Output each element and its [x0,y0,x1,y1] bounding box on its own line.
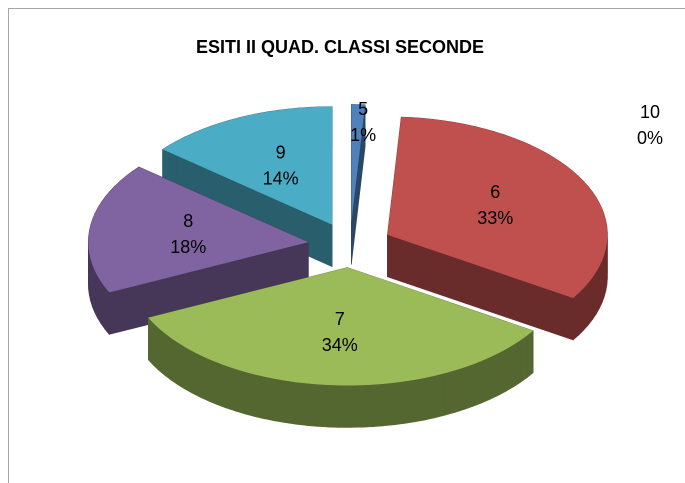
slice-side [578,287,585,336]
slice-side [208,358,218,405]
slice-label-value: 34% [322,335,358,355]
slice-side [520,334,528,383]
slice-side [327,384,340,428]
slice-top [387,117,608,299]
slice-side [583,281,589,331]
slice-side [254,374,265,420]
slice-label-category: 9 [276,143,286,163]
slice-label-category: 10 [640,102,660,122]
slice-side [481,356,491,404]
slice-side [244,371,255,417]
slice-top [88,166,309,293]
slice-side [360,384,373,428]
slice-side [424,375,436,421]
slice-side [526,330,534,379]
slice-side [599,260,603,309]
chart-title: ESITI II QUAD. CLASSI SECONDE [196,37,484,57]
slice-side [264,376,276,422]
slice-side [454,367,465,413]
slice-side [382,382,394,427]
slice-top [162,106,333,225]
slice-label-value: 0% [637,128,663,148]
slice-label-category: 6 [490,182,500,202]
slice-side [513,339,521,388]
slice-label-category: 8 [183,211,193,231]
slice-side [94,270,98,319]
slice-side [505,344,514,392]
slice-side [184,346,193,394]
slice-side [588,276,593,326]
slice-side [306,383,318,427]
slice-label-category: 5 [358,99,368,119]
slice-side [498,348,507,396]
slice-side [274,378,286,424]
slice-side [463,363,474,410]
labels: 5 1% 6 33% 7 34% 8 18% 9 14% 10 0% [170,99,663,355]
slice-side [338,385,351,428]
slice-label-category: 7 [335,309,345,329]
slice-top [351,104,366,223]
slice-side [444,370,455,416]
slice-side [225,365,236,412]
slice-side [596,265,600,315]
chart-border [8,8,685,483]
slice-side [592,270,597,321]
slice-label-value: 1% [350,125,376,145]
slice-side [414,377,426,423]
slice-label-value: 33% [477,208,513,228]
slice-side [349,384,362,428]
slice-side [601,254,605,303]
slice-side [191,350,201,398]
slice-side [472,360,483,407]
slice-label-value: 14% [263,169,299,189]
slice-side [199,354,209,402]
slice-side [104,286,110,336]
slice-side [316,384,329,428]
slice-side [92,264,96,313]
slice-side [387,234,574,341]
slice-side [371,383,383,428]
slice-tops [88,104,608,386]
slice-side [393,381,405,426]
slice-side [100,280,106,331]
slice-top [148,267,534,386]
slice-label-value: 18% [170,237,206,257]
slice-side [295,381,307,426]
slice-side [216,362,227,409]
slice-side [490,352,499,400]
slice-side [234,368,246,415]
slice-side [403,379,415,424]
slice-side [97,275,102,325]
slice-side [434,372,446,419]
slice-side [284,380,297,425]
slice-side [572,292,580,341]
